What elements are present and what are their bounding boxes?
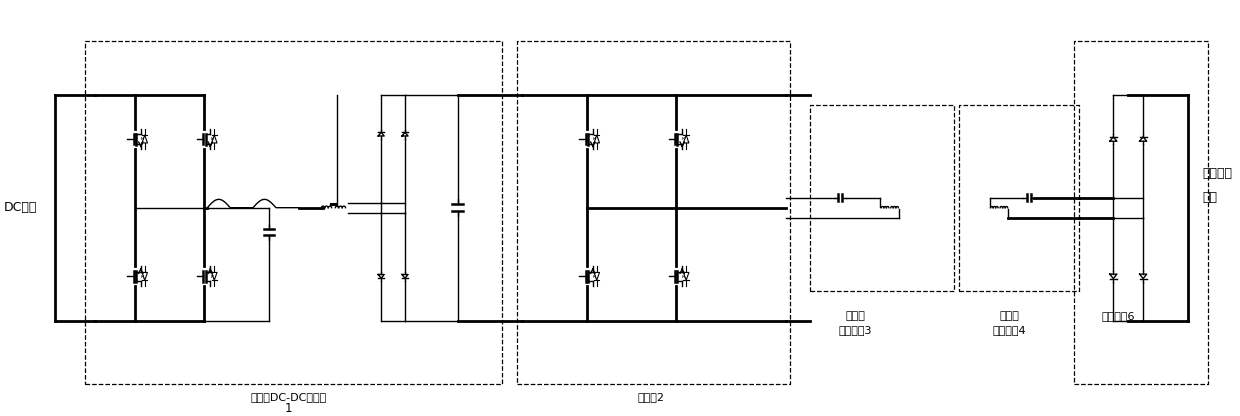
Text: к: к [682,275,686,280]
Text: 发射端: 发射端 [846,311,866,321]
Text: 耦合机构4: 耦合机构4 [992,325,1025,335]
Text: к: к [140,275,144,280]
Text: 谐振式DC-DC变换器: 谐振式DC-DC变换器 [250,392,327,402]
Text: 电动汽车: 电动汽车 [1203,167,1233,180]
Text: 接收端: 接收端 [999,311,1019,321]
Text: 逆变器2: 逆变器2 [637,392,665,402]
Text: 整流电路6: 整流电路6 [1101,311,1135,321]
Text: 接入: 接入 [1203,191,1218,204]
Text: к: к [140,136,144,141]
Text: DC输入: DC输入 [4,201,37,214]
Text: к: к [682,136,686,141]
Text: 1: 1 [285,402,293,415]
Text: 耦合机构3: 耦合机构3 [838,325,872,335]
Text: к: к [593,136,596,141]
Text: к: к [210,136,213,141]
Text: к: к [593,275,596,280]
Text: к: к [210,275,213,280]
